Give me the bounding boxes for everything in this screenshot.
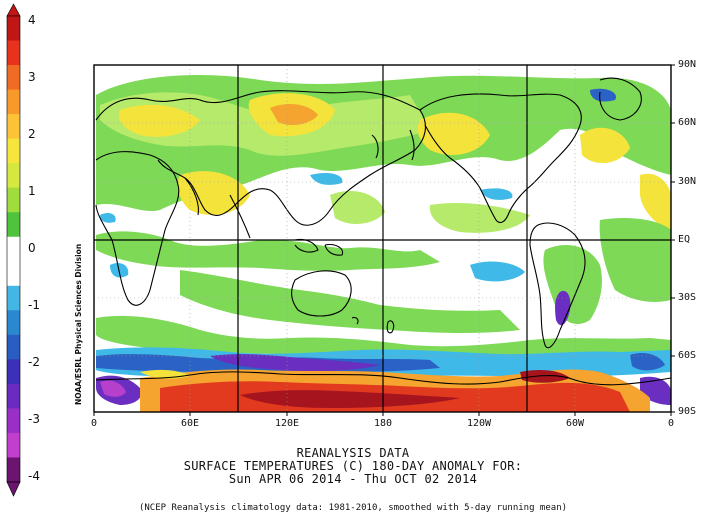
credit-label: NOAA/ESRL Physical Sciences Division — [74, 243, 83, 405]
colorbar-label: 4 — [28, 13, 36, 27]
colorbar-segment — [7, 236, 20, 262]
caption-variable: SURFACE TEMPERATURES (C) 180-DAY ANOMALY… — [183, 459, 523, 473]
longitude-label: 60W — [566, 418, 585, 429]
colorbar-outline — [6, 15, 21, 483]
longitude-label: 120W — [467, 418, 492, 429]
coastlines — [95, 77, 671, 386]
latitude-label: 30S — [678, 292, 697, 303]
latitude-label: 60S — [678, 350, 697, 361]
colorbar-label: -1 — [28, 298, 40, 312]
colorbar-segment — [7, 163, 20, 189]
footnote: (NCEP Reanalysis climatology data: 1981-… — [138, 503, 568, 513]
colorbar-segment — [7, 114, 20, 140]
caption-title: REANALYSIS DATA — [296, 446, 410, 460]
colorbar-segment — [7, 187, 20, 213]
colorbar-segment — [7, 432, 20, 458]
longitude-label: 60E — [181, 418, 200, 429]
latitude-label: 60N — [678, 117, 697, 128]
colorbar-segment — [7, 261, 20, 287]
longitude-label: 120E — [275, 418, 300, 429]
colorbar-segment — [7, 457, 20, 483]
latitude-label: EQ — [678, 234, 691, 245]
latitude-label: 30N — [678, 176, 697, 187]
longitude-label: 0 — [91, 418, 98, 429]
longitude-label: 180 — [374, 418, 393, 429]
latitude-label: 90S — [678, 406, 697, 417]
colorbar-label: 2 — [28, 127, 36, 141]
colorbar-label: -3 — [28, 412, 40, 426]
colorbar-segment — [7, 89, 20, 115]
colorbar-label: 0 — [28, 241, 36, 255]
axis-ticks — [93, 64, 675, 416]
colorbar-segment — [7, 334, 20, 360]
colorbar-segment — [7, 40, 20, 66]
colorbar-label: -2 — [28, 355, 40, 369]
colorbar-segment — [7, 138, 20, 164]
longitude-label: 0 — [668, 418, 675, 429]
colorbar-segment — [7, 310, 20, 336]
caption-dates: Sun APR 06 2014 - Thu OCT 02 2014 — [228, 472, 478, 486]
colorbar-segment — [7, 212, 20, 238]
colorbar-segment — [7, 16, 20, 42]
colorbar-label: -4 — [28, 469, 40, 483]
minor-grid — [94, 65, 671, 412]
colorbar-segment — [7, 383, 20, 409]
colorbar-label: 3 — [28, 70, 36, 84]
colorbar-segment — [7, 359, 20, 385]
latitude-label: 90N — [678, 59, 697, 70]
color-scale-bar — [6, 3, 21, 497]
colorbar-segment — [7, 65, 20, 91]
colorbar-segment — [7, 285, 20, 311]
colorbar-segment — [7, 408, 20, 434]
colorbar-label: 1 — [28, 184, 36, 198]
